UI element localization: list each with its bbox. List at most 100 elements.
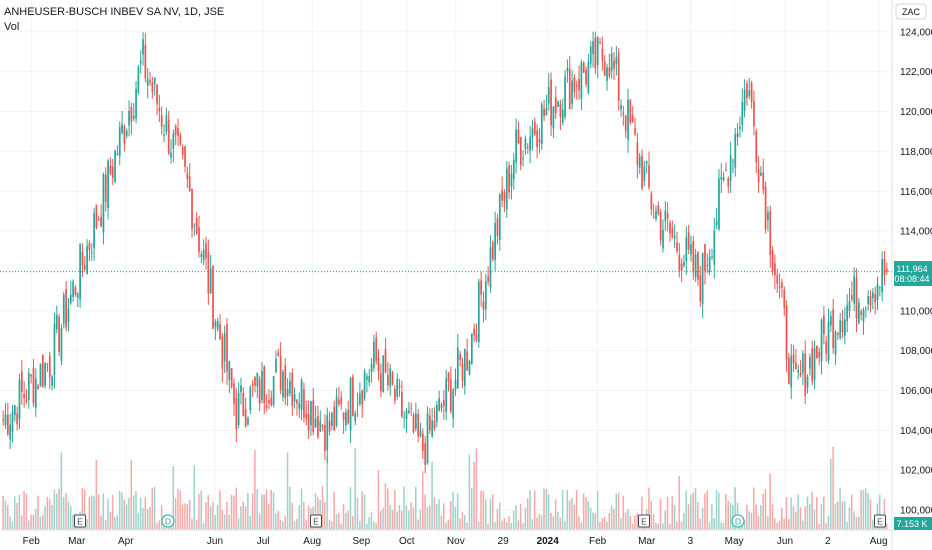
candle-body: [81, 251, 84, 266]
volume-bar: [853, 511, 855, 530]
volume-bar: [352, 516, 354, 530]
candle-body: [610, 53, 613, 71]
candle-body: [333, 406, 336, 431]
candle-body: [373, 341, 375, 368]
volume-bar: [564, 520, 566, 530]
volume-bar: [512, 510, 515, 530]
candle-body: [477, 281, 480, 343]
candle-body: [442, 400, 445, 406]
candle-body: [720, 176, 723, 180]
candle-body: [645, 161, 648, 164]
symbol-title[interactable]: ANHEUSER-BUSCH INBEV SA NV, 1D, JSE: [4, 6, 225, 18]
volume-bar: [788, 519, 790, 530]
candle-body: [867, 296, 870, 305]
volume-bar: [373, 521, 375, 530]
earnings-marker[interactable]: E: [310, 514, 322, 528]
candle-body: [137, 67, 140, 93]
candle-body: [347, 409, 350, 424]
candle-body: [13, 405, 16, 416]
earnings-marker[interactable]: E: [638, 514, 650, 528]
candle-body: [631, 115, 634, 123]
candle-body: [690, 244, 692, 255]
candle-body: [321, 425, 324, 427]
candle-body: [713, 230, 716, 265]
dividend-marker[interactable]: D: [731, 514, 745, 528]
earnings-marker[interactable]: E: [874, 514, 886, 528]
volume-bar: [142, 508, 144, 530]
candle-body: [615, 57, 618, 64]
candle-body: [846, 305, 849, 322]
candle-body: [561, 109, 564, 123]
volume-bar: [816, 496, 818, 530]
volume-bar: [139, 497, 142, 530]
volume-bar: [412, 508, 415, 530]
volume-bar: [529, 490, 531, 530]
volume-bar: [137, 512, 140, 530]
volume-bar: [503, 517, 506, 530]
candle-body: [760, 172, 762, 176]
volume-bar: [442, 503, 445, 530]
volume-bar: [60, 452, 63, 530]
volume-bar: [191, 518, 193, 530]
volume-bar: [676, 521, 678, 530]
volume-bar: [477, 521, 480, 530]
candle-body: [545, 107, 548, 116]
event-marker-label: D: [735, 517, 741, 527]
candle-body: [37, 385, 40, 390]
currency-button[interactable]: ZAC: [895, 3, 927, 20]
candle-body: [39, 363, 42, 387]
volume-bar: [149, 507, 151, 530]
volume-bar: [809, 504, 811, 530]
candle-body: [419, 430, 422, 437]
price-tick-label: 110,000: [900, 306, 932, 317]
candle-body: [617, 52, 620, 101]
candle-body: [543, 108, 545, 116]
volume-bar: [65, 493, 67, 530]
volume-bar: [482, 490, 485, 530]
earnings-marker[interactable]: E: [74, 514, 86, 528]
volume-bar: [774, 518, 776, 530]
candle-body: [816, 345, 818, 358]
candle-body: [757, 169, 760, 183]
volume-bar: [125, 504, 128, 530]
candle-body: [20, 371, 23, 392]
volume-bar: [484, 499, 487, 530]
candle-body: [328, 420, 331, 432]
candle-body: [634, 128, 636, 135]
candle-body: [300, 380, 303, 410]
volume-bar: [748, 511, 750, 530]
dividend-icon: [731, 514, 745, 528]
volume-indicator-label[interactable]: Vol: [4, 21, 20, 33]
candle-body: [401, 392, 403, 417]
volume-bar: [235, 487, 237, 530]
volume-bar: [414, 486, 417, 530]
candle-body: [515, 129, 517, 163]
volume-bar: [804, 506, 806, 530]
candle-body: [774, 263, 776, 276]
candle-body: [46, 363, 49, 365]
candle-body: [212, 265, 214, 329]
volume-bar: [428, 505, 431, 530]
dividend-marker[interactable]: D: [161, 514, 175, 528]
candle-body: [699, 275, 702, 302]
candle-body: [100, 217, 102, 227]
candle-body: [251, 384, 254, 386]
earnings-icon: [638, 514, 650, 528]
volume-bar: [384, 483, 387, 530]
volume-bar: [46, 497, 49, 530]
candle-body: [648, 165, 650, 188]
candle-body: [580, 62, 583, 99]
volume-bar: [687, 504, 690, 530]
volume-bar: [641, 496, 643, 530]
candle-body: [340, 397, 343, 405]
volume-bar: [864, 488, 867, 530]
volume-bar: [407, 510, 410, 530]
volume-bar: [177, 489, 179, 530]
candle-body: [282, 371, 284, 398]
time-axis[interactable]: Feb Mar Apr Jun Jul Aug Sep Oct Nov 29 2024 Feb Mar 3…: [23, 536, 888, 547]
candle-body: [109, 165, 112, 174]
candle-body: [116, 153, 119, 156]
volume-bar: [846, 522, 848, 530]
